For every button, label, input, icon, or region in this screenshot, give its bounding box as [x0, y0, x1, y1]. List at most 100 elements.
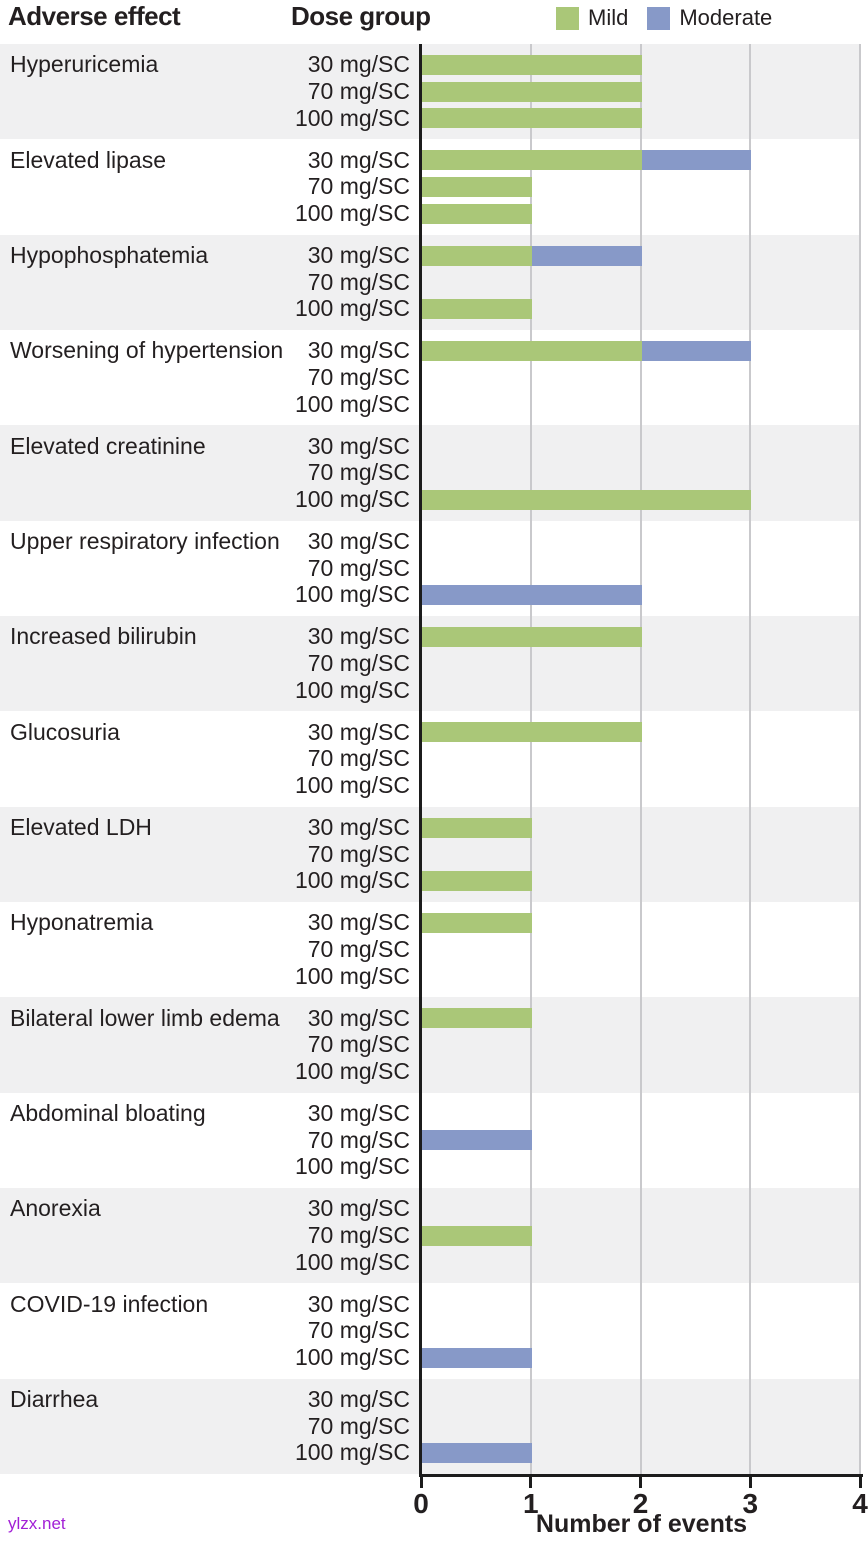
bar-track	[422, 150, 752, 171]
dose-row: 100 mg/SC	[0, 1153, 861, 1181]
effect-label: Elevated lipase	[10, 146, 166, 173]
dose-label: 30 mg/SC	[307, 623, 410, 650]
legend-swatch-moderate-icon	[647, 6, 671, 30]
dose-row: 100 mg/SC	[0, 867, 861, 895]
dose-label: 70 mg/SC	[307, 650, 410, 677]
dose-label: 100 mg/SC	[294, 772, 410, 798]
dose-row: 70 mg/SC	[0, 1127, 861, 1154]
dose-label: 30 mg/SC	[307, 146, 410, 173]
dose-row: 30 mg/SC	[0, 337, 861, 365]
x-axis-tick-label: 2	[632, 1487, 649, 1519]
dose-row: 30 mg/SC	[0, 1195, 861, 1223]
effect-group: Increased bilirubin 30 mg/SC 70 mg/SC 100 m…	[0, 615, 861, 712]
dose-row: 100 mg/SC	[0, 105, 861, 132]
bar-segment-mild	[422, 489, 752, 510]
bar-track	[422, 176, 532, 197]
dose-rows: 30 mg/SC 70 mg/SC 100 mg/SC	[0, 719, 861, 799]
gridline	[749, 44, 752, 1474]
dose-label: 70 mg/SC	[307, 268, 410, 295]
dose-row: 70 mg/SC	[0, 1222, 861, 1249]
dose-label: 70 mg/SC	[307, 936, 410, 963]
watermark-link[interactable]: ylzx.net	[8, 1514, 66, 1533]
effect-label: Hypophosphatemia	[10, 242, 209, 269]
bar-track	[422, 722, 642, 743]
bar-segment-moderate	[641, 340, 752, 361]
dose-label: 100 mg/SC	[294, 1248, 410, 1275]
dose-rows: 30 mg/SC 70 mg/SC 100 mg/SC	[0, 433, 861, 513]
bar-track	[422, 203, 532, 224]
x-axis-tick-label: 3	[742, 1487, 759, 1519]
dose-row: 70 mg/SC	[0, 173, 861, 201]
dose-row: 70 mg/SC	[0, 1031, 861, 1059]
effect-label: Hyperuricemia	[10, 51, 159, 78]
effect-label: Anorexia	[10, 1195, 101, 1222]
dose-label: 70 mg/SC	[307, 1126, 410, 1153]
dose-rows: 30 mg/SC 70 mg/SC 100 mg/SC	[0, 147, 861, 227]
dose-row: 70 mg/SC	[0, 841, 861, 868]
bar-track	[422, 1347, 532, 1368]
dose-rows: 30 mg/SC 70 mg/SC 100 mg/SC	[0, 337, 861, 418]
dose-row: 100 mg/SC	[0, 772, 861, 799]
gridline	[859, 44, 861, 1474]
bar-segment-moderate	[531, 245, 642, 266]
dose-rows: 30 mg/SC 70 mg/SC 100 mg/SC	[0, 1386, 861, 1466]
effect-group: Anorexia 30 mg/SC 70 mg/SC 100 mg/SC	[0, 1187, 861, 1284]
dose-row: 100 mg/SC	[0, 1439, 861, 1467]
dose-label: 100 mg/SC	[294, 1344, 410, 1370]
effect-group: Upper respiratory infection 30 mg/SC 70 mg…	[0, 520, 861, 616]
bar-segment-mild	[422, 722, 642, 743]
dose-label: 100 mg/SC	[294, 1058, 410, 1084]
dose-row: 100 mg/SC	[0, 391, 861, 418]
bar-segment-mild	[422, 176, 532, 197]
legend-swatch-mild-icon	[556, 6, 579, 30]
effect-label: Worsening of hypertension	[10, 337, 284, 364]
effect-label: Hyponatremia	[10, 909, 154, 936]
dose-row: 30 mg/SC	[0, 433, 861, 460]
effect-group: Diarrhea 30 mg/SC 70 mg/SC 100 mg/SC	[0, 1378, 861, 1474]
dose-label: 30 mg/SC	[307, 909, 410, 936]
effect-group: Glucosuria 30 mg/SC 70 mg/SC 100 mg/SC	[0, 711, 861, 807]
dose-label: 100 mg/SC	[294, 962, 410, 989]
dose-row: 70 mg/SC	[0, 936, 861, 963]
legend: Mild Moderate	[556, 5, 782, 31]
x-axis-title: Number of events	[535, 1510, 748, 1538]
bar-segment-mild	[422, 912, 532, 933]
dose-rows: 30 mg/SC 70 mg/SC 100 mg/SC	[0, 528, 861, 608]
dose-row: 30 mg/SC	[0, 528, 861, 555]
dose-label: 30 mg/SC	[307, 432, 410, 459]
bar-track	[422, 870, 532, 891]
dose-rows: 30 mg/SC 70 mg/SC 100 mg/SC	[0, 1100, 861, 1180]
x-axis-tick	[639, 1473, 642, 1488]
bar-segment-mild	[422, 1008, 532, 1029]
x-axis-tick	[858, 1473, 862, 1488]
bar-track	[422, 245, 642, 266]
effect-label: Diarrhea	[10, 1386, 99, 1413]
dose-label: 70 mg/SC	[307, 745, 410, 772]
bar-track	[422, 584, 642, 605]
effect-group: Abdominal bloating 30 mg/SC 70 mg/SC 100 mg…	[0, 1092, 861, 1188]
dose-label: 70 mg/SC	[307, 1317, 410, 1344]
effect-label: Elevated creatinine	[10, 432, 206, 459]
bar-segment-mild	[422, 245, 532, 266]
bar-segment-mild	[422, 626, 642, 647]
dose-label: 30 mg/SC	[307, 51, 410, 78]
column-header-adverse-effect: Adverse effect	[8, 1, 181, 31]
bar-segment-mild	[422, 1225, 532, 1246]
dose-label: 30 mg/SC	[307, 337, 410, 364]
effect-label: Increased bilirubin	[10, 623, 197, 650]
gridline	[639, 44, 642, 1474]
bar-track	[422, 81, 642, 102]
dose-row: 30 mg/SC	[0, 1005, 861, 1032]
dose-row: 30 mg/SC	[0, 909, 861, 937]
dose-row: 70 mg/SC	[0, 555, 861, 582]
bar-track	[422, 298, 532, 319]
dose-rows: 30 mg/SC 70 mg/SC 100 mg/SC	[0, 1291, 861, 1371]
bar-track	[422, 817, 532, 838]
bar-segment-mild	[422, 81, 642, 102]
dose-row: 30 mg/SC	[0, 51, 861, 79]
bar-segment-moderate	[422, 1130, 532, 1151]
effect-group: Worsening of hypertension 30 mg/SC 70 mg/S…	[0, 329, 861, 426]
bar-track	[422, 1442, 532, 1463]
dose-label: 100 mg/SC	[294, 1153, 410, 1180]
dose-label: 100 mg/SC	[294, 200, 410, 226]
